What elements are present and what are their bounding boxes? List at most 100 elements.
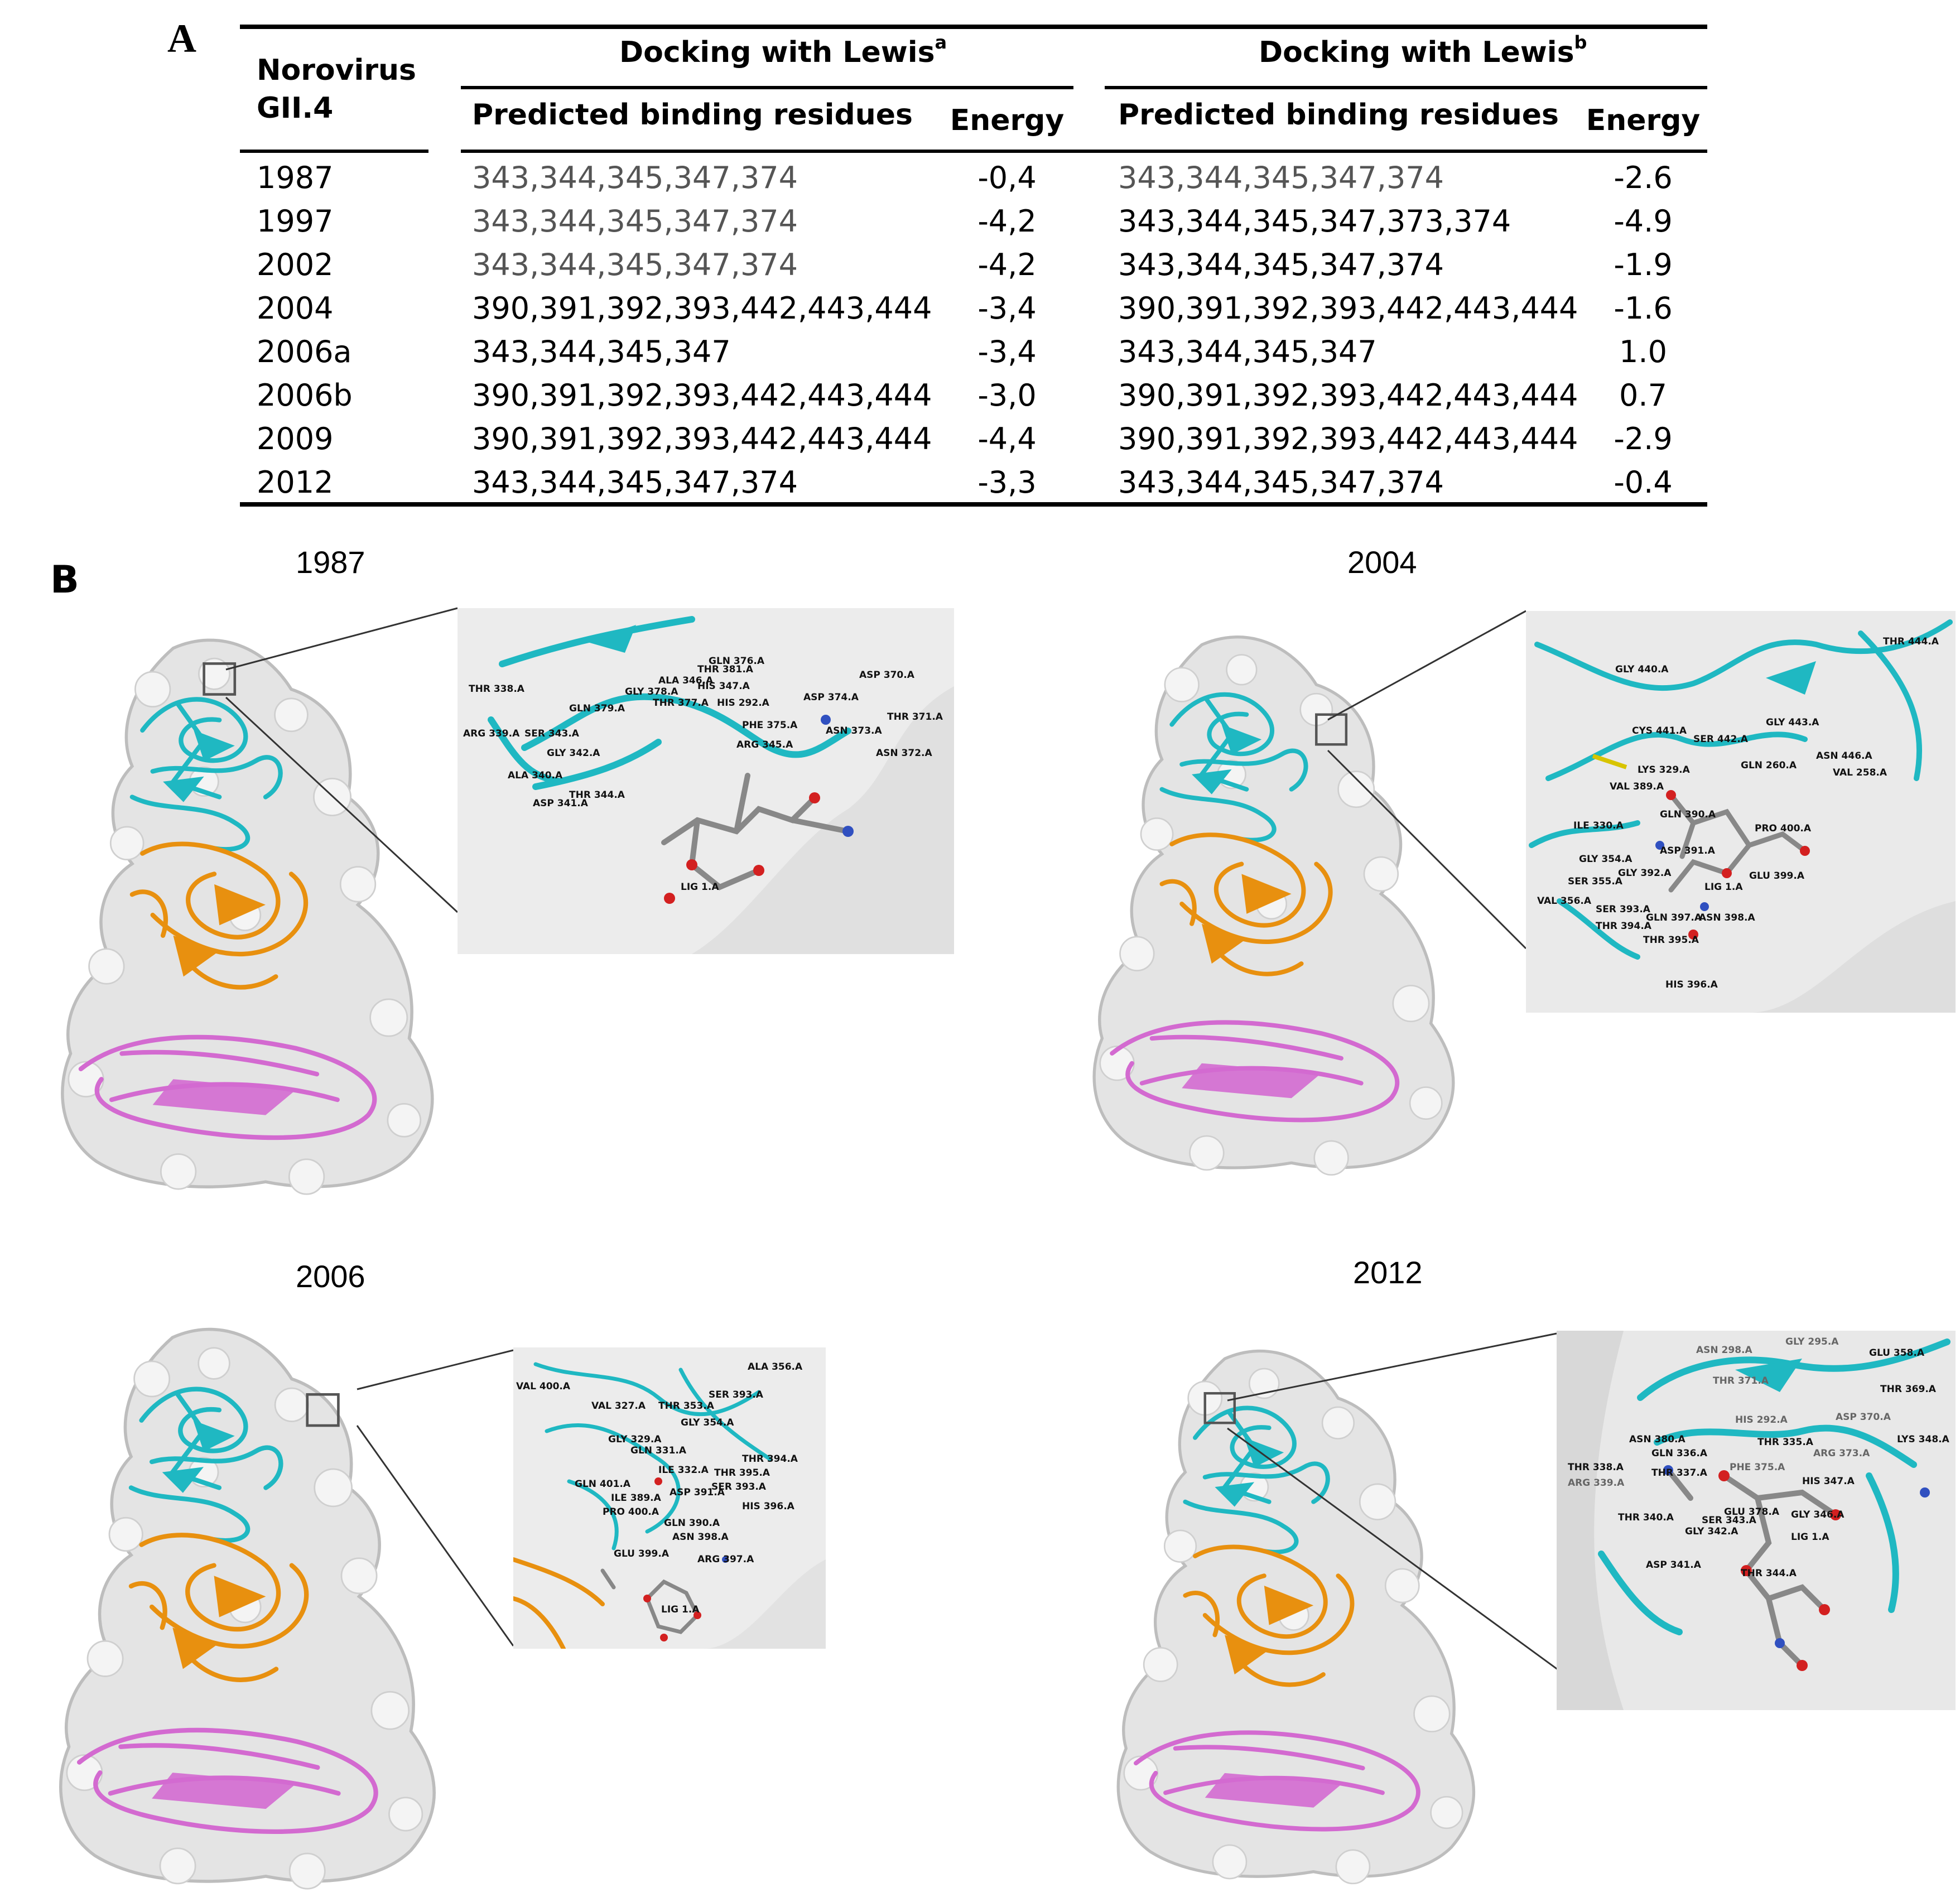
panel-1987-title: 1987: [296, 545, 365, 580]
residue-label: GLN 376.A: [709, 656, 765, 667]
residues-b-cell: 343,344,345,347,374: [1118, 247, 1444, 282]
residue-label: ARG 339.A: [463, 728, 520, 739]
energy-b-cell: -2.6: [1614, 160, 1673, 195]
year-cell: 1997: [257, 204, 334, 239]
residue-label: VAL 327.A: [591, 1400, 646, 1412]
residue-label: THR 371.A: [1713, 1375, 1769, 1386]
residue-label: HIS 396.A: [742, 1501, 795, 1512]
year-cell: 1987: [257, 160, 334, 195]
residue-label: VAL 258.A: [1833, 767, 1887, 778]
residue-label: GLY 342.A: [547, 748, 600, 759]
year-cell: 2006a: [257, 334, 352, 369]
residue-label: HIS 292.A: [1735, 1414, 1788, 1426]
residue-label: THR 338.A: [469, 683, 525, 695]
residue-label: PRO 400.A: [603, 1506, 659, 1518]
energy-a-cell: -4,2: [977, 204, 1037, 239]
panel-2006-title: 2006: [296, 1259, 365, 1294]
energy-a-cell: -0,4: [977, 160, 1037, 195]
residue-label: GLY 354.A: [681, 1417, 734, 1428]
residue-label: VAL 389.A: [1610, 781, 1664, 792]
residues-a-cell: 343,344,345,347,374: [472, 247, 798, 282]
residue-label: ASP 391.A: [1660, 845, 1716, 856]
residue-label: LYS 348.A: [1897, 1434, 1950, 1445]
residue-label: ALA 356.A: [748, 1361, 803, 1373]
residue-label: THR 395.A: [714, 1467, 770, 1479]
ligand-label: LIG 1.A: [681, 882, 719, 893]
energy-a-cell: -3,3: [977, 465, 1037, 500]
residue-label: ASN 372.A: [876, 748, 932, 759]
protein-structure-2012: [1082, 1339, 1495, 1891]
residues-b-cell: 390,391,392,393,442,443,444: [1118, 421, 1578, 456]
residue-label: HIS 292.A: [717, 697, 770, 709]
energy-b-cell: -1.9: [1614, 247, 1673, 282]
table-top-rule: [240, 25, 1707, 29]
group-b-title-text: Docking with Lewis: [1259, 36, 1574, 69]
group-b-title-sup: b: [1574, 32, 1587, 53]
residue-label: ARG 345.A: [736, 739, 793, 750]
table-bottom-rule: [240, 502, 1707, 507]
residue-label: THR 337.A: [1651, 1467, 1708, 1479]
energy-a-cell: -3,4: [977, 291, 1037, 326]
residue-label: THR 381.A: [697, 664, 754, 675]
binding-site-zoom-2006: ALA 356.A VAL 400.A SER 393.A VAL 327.A …: [513, 1347, 826, 1649]
residue-label: GLN 336.A: [1651, 1448, 1708, 1459]
residues-header-a: Predicted binding residues: [472, 98, 913, 132]
energy-a-cell: -4,2: [977, 247, 1037, 282]
residue-label: GLU 399.A: [614, 1548, 670, 1559]
residue-label: GLN 390.A: [664, 1518, 720, 1529]
residue-label: ARG 373.A: [1813, 1448, 1870, 1459]
energy-b-cell: -0.4: [1614, 465, 1673, 500]
residue-label: ILE 332.A: [658, 1465, 709, 1476]
residues-b-cell: 343,344,345,347,374: [1118, 465, 1444, 500]
residue-label: ASN 298.A: [1696, 1345, 1752, 1356]
residue-label: GLY 295.A: [1785, 1336, 1839, 1347]
residue-label: ASN 380.A: [1629, 1434, 1685, 1445]
columns-rule: [461, 150, 1707, 153]
residue-label: ARG 397.A: [697, 1554, 754, 1565]
residue-label: ASP 370.A: [859, 670, 915, 681]
year-cell: 2002: [257, 247, 334, 282]
residue-label: SER 343.A: [1702, 1515, 1757, 1526]
residues-b-cell: 390,391,392,393,442,443,444: [1118, 291, 1578, 326]
energy-b-cell: 0.7: [1619, 378, 1667, 413]
residue-label: PHE 375.A: [1730, 1462, 1785, 1473]
binding-site-zoom-2004: THR 444.A GLY 440.A CYS 441.A SER 442.A …: [1526, 611, 1956, 1013]
residue-label: THR 344.A: [1741, 1568, 1797, 1579]
energy-b-cell: 1.0: [1619, 334, 1667, 369]
residue-label: GLN 331.A: [630, 1445, 687, 1456]
residue-label: PHE 375.A: [742, 720, 798, 731]
residues-b-cell: 343,344,345,347,373,374: [1118, 204, 1511, 239]
residue-label: SER 442.A: [1693, 734, 1749, 745]
residues-a-cell: 390,391,392,393,442,443,444: [472, 421, 932, 456]
group-b-title: Docking with Lewisb: [1259, 33, 1587, 69]
residue-label: GLN 390.A: [1660, 809, 1716, 820]
residue-label: SER 393.A: [711, 1481, 767, 1492]
residue-label: PRO 400.A: [1755, 823, 1812, 834]
energy-b-cell: -4.9: [1614, 204, 1673, 239]
panel-label-a: A: [167, 16, 196, 61]
residue-label: GLU 358.A: [1869, 1347, 1925, 1359]
residue-label: GLY 346.A: [1791, 1509, 1845, 1520]
residue-label: THR 371.A: [887, 711, 943, 723]
residue-label: THR 394.A: [742, 1453, 798, 1465]
residue-label: LYS 329.A: [1638, 764, 1691, 776]
residue-label: HIS 347.A: [1802, 1476, 1855, 1487]
residue-label: VAL 356.A: [1537, 895, 1592, 907]
residues-header-b: Predicted binding residues: [1118, 98, 1559, 132]
residue-label: GLY 342.A: [1685, 1526, 1739, 1537]
residue-label: ALA 340.A: [508, 770, 563, 781]
residue-label: ALA 346.A: [658, 675, 714, 686]
residue-label: HIS 396.A: [1665, 979, 1718, 990]
residue-label: THR 344.A: [569, 789, 625, 801]
residue-label: GLY 443.A: [1766, 717, 1819, 728]
residue-label: GLY 392.A: [1618, 868, 1672, 879]
residue-label: GLU 378.A: [1724, 1506, 1780, 1518]
residue-label: ASN 398.A: [1699, 912, 1755, 923]
energy-header-b: Energy: [1586, 104, 1701, 137]
residue-label: ILE 330.A: [1573, 820, 1624, 831]
residue-label: HIS 347.A: [697, 681, 750, 692]
residue-label: ASN 446.A: [1816, 750, 1872, 762]
residues-a-cell: 343,344,345,347,374: [472, 204, 798, 239]
protein-structure-2004: [1060, 625, 1473, 1183]
